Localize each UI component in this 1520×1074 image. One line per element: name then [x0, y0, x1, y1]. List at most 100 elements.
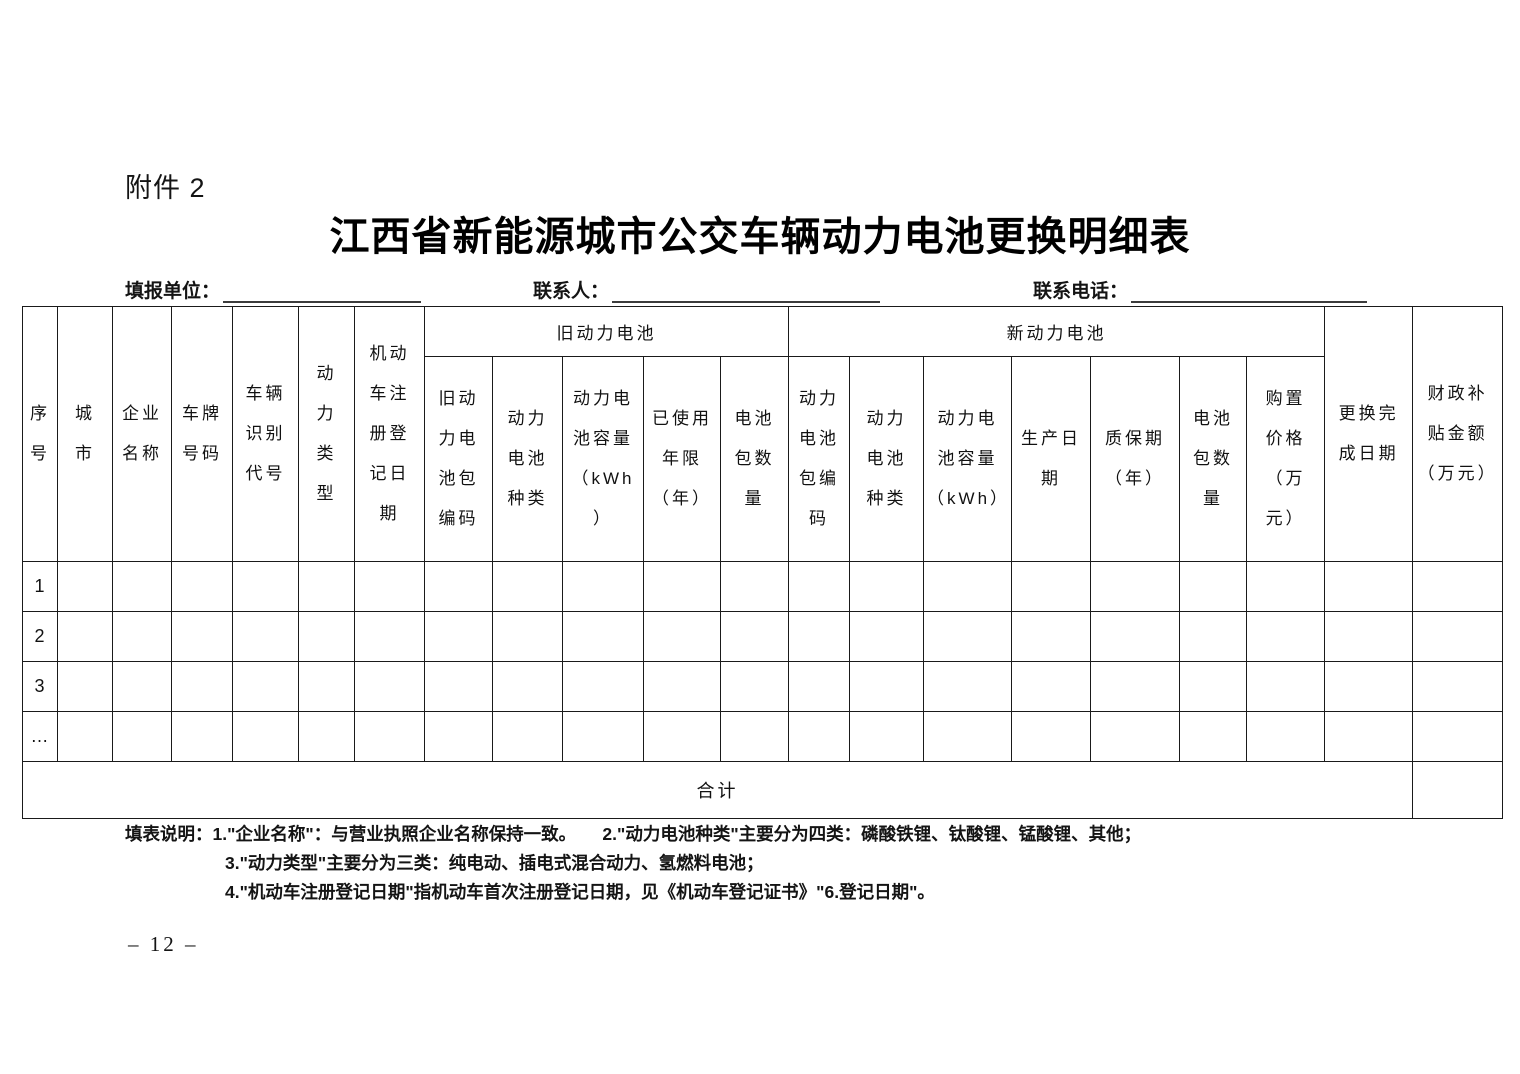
table-cell	[57, 611, 113, 662]
col-header-old-pack-count: 电池 包数 量	[719, 356, 790, 562]
table-cell	[562, 561, 644, 612]
table-cell	[788, 611, 851, 662]
col-header-old-pack-code: 旧动 力电 池包 编码	[424, 356, 493, 562]
table-cell	[1011, 611, 1092, 662]
col-header-replace-date: 更换完 成日期	[1324, 306, 1414, 562]
table-row: 1	[22, 561, 1504, 612]
table-cell	[298, 661, 355, 712]
table-cell	[112, 561, 172, 612]
table-cell	[1179, 611, 1248, 662]
table-cell	[1011, 661, 1092, 712]
table-row: …	[22, 711, 1504, 762]
table-cell	[643, 611, 721, 662]
table-cell	[719, 711, 790, 762]
table-cell	[923, 711, 1013, 762]
col-header-old-capacity: 动力电 池容量 （kWh ）	[562, 356, 644, 562]
col-header-vin: 车辆 识别 代号	[232, 306, 299, 562]
col-header-power-type: 动 力 类 型	[298, 306, 355, 562]
table-cell	[562, 661, 644, 712]
table-cell	[1246, 661, 1326, 712]
note-line-2: 3."动力类型"主要分为三类：纯电动、插电式混合动力、氢燃料电池；	[225, 853, 764, 873]
table-cell	[171, 561, 233, 612]
table-cell	[1324, 711, 1414, 762]
table-cell	[112, 661, 172, 712]
table-cell	[1412, 711, 1504, 762]
col-header-plate: 车牌 号码	[171, 306, 233, 562]
table-cell	[849, 561, 925, 612]
total-row: 合计	[21, 761, 1504, 819]
table-row: 3	[22, 661, 1504, 712]
table-cell	[643, 711, 721, 762]
contact-phone-blank	[1131, 282, 1368, 303]
form-info-line: 填报单位： 联系人： 联系电话：	[0, 276, 1520, 306]
row-number-cell: 1	[22, 561, 58, 612]
table-cell	[112, 711, 172, 762]
table-cell	[849, 661, 925, 712]
header-row-groups: 序 号 城 市 企业 名称 车牌 号码 车辆 识别 代号 动 力 类 型 机动 …	[22, 306, 1504, 562]
table-cell	[1246, 561, 1326, 612]
table-cell	[643, 661, 721, 712]
row-number-cell: 3	[22, 661, 58, 712]
table-cell	[1324, 561, 1414, 612]
table-cell	[492, 611, 563, 662]
table-cell	[57, 561, 113, 612]
table-cell	[1324, 611, 1414, 662]
header-row-columns: 旧动 力电 池包 编码 动力 电池 种类 动力电 池容量 （kWh ） 已使用 …	[23, 356, 1503, 562]
table-cell	[719, 561, 790, 612]
table-cell	[849, 611, 925, 662]
group-header-old-battery: 旧动力电池	[423, 306, 790, 357]
col-header-new-pack-count: 电池 包数 量	[1179, 356, 1248, 562]
table-cell	[788, 661, 851, 712]
table-cell	[232, 611, 299, 662]
col-header-new-battery-type: 动力 电池 种类	[849, 356, 925, 562]
table-cell	[424, 711, 493, 762]
col-header-city: 城 市	[57, 306, 113, 562]
table-cell	[298, 711, 355, 762]
table-cell	[232, 711, 299, 762]
table-cell	[1179, 661, 1248, 712]
battery-replacement-table: 序 号 城 市 企业 名称 车牌 号码 车辆 识别 代号 动 力 类 型 机动 …	[21, 306, 1504, 819]
table-cell	[1179, 711, 1248, 762]
table-cell	[1011, 711, 1092, 762]
table-cell	[57, 711, 113, 762]
col-header-reg-date: 机动 车注 册登 记日 期	[354, 306, 425, 562]
table-cell	[354, 661, 425, 712]
col-header-new-capacity: 动力电 池容量 （kWh）	[923, 356, 1013, 562]
group-header-new-battery: 新动力电池	[788, 306, 1326, 357]
table-cell	[788, 561, 851, 612]
table-cell	[232, 561, 299, 612]
reporting-unit-blank	[223, 282, 422, 303]
reporting-unit-field: 填报单位：	[125, 276, 422, 303]
table-cell	[923, 661, 1013, 712]
col-header-used-years: 已使用 年限 （年）	[643, 356, 721, 562]
table-cell	[562, 711, 644, 762]
table-cell	[354, 611, 425, 662]
table-cell	[1090, 711, 1181, 762]
table-cell	[1090, 561, 1181, 612]
table-cell	[1246, 611, 1326, 662]
page-number: – 12 –	[128, 932, 199, 956]
col-header-company: 企业 名称	[112, 306, 172, 562]
table-cell	[298, 561, 355, 612]
col-header-old-battery-type: 动力 电池 种类	[492, 356, 563, 562]
col-header-warranty: 质保期 （年）	[1090, 356, 1181, 562]
col-header-production-date: 生产日 期	[1011, 356, 1092, 562]
table-cell	[57, 661, 113, 712]
contact-person-label: 联系人：	[533, 281, 610, 302]
table-cell	[923, 611, 1013, 662]
col-header-seq: 序 号	[22, 306, 58, 562]
col-header-purchase-price: 购置 价格 （万 元）	[1246, 356, 1326, 562]
table-cell	[1090, 661, 1181, 712]
table-cell	[298, 611, 355, 662]
table-cell	[354, 561, 425, 612]
table-cell	[492, 561, 563, 612]
contact-phone-label: 联系电话：	[1033, 281, 1129, 302]
contact-phone-field: 联系电话：	[1033, 276, 1368, 303]
table-cell	[562, 611, 644, 662]
table-cell	[1011, 561, 1092, 612]
table-cell	[424, 611, 493, 662]
table-cell	[643, 561, 721, 612]
table-cell	[719, 611, 790, 662]
table-cell	[171, 611, 233, 662]
